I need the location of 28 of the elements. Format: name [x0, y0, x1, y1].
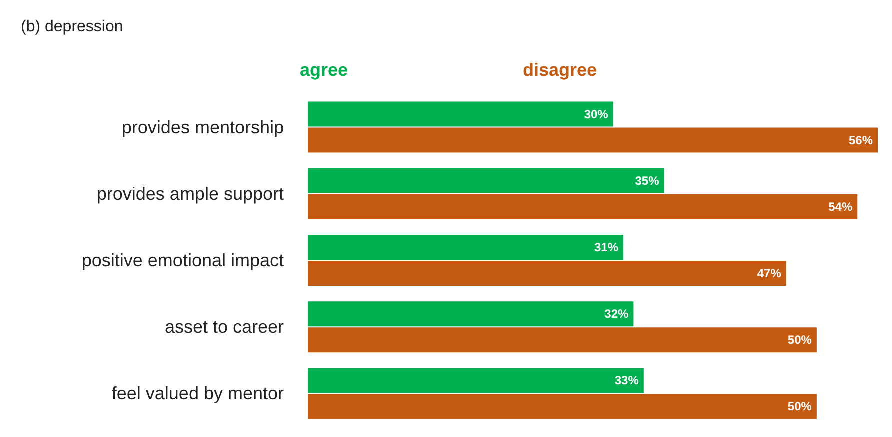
y-tick-label: positive emotional impact	[82, 250, 284, 270]
data-label: 50%	[788, 333, 812, 348]
bar	[308, 235, 624, 260]
bar	[308, 261, 786, 286]
data-label: 33%	[614, 374, 640, 388]
bar	[308, 128, 878, 153]
bar	[308, 394, 817, 420]
bar	[308, 194, 858, 220]
data-label: 35%	[635, 174, 660, 188]
data-label: 32%	[604, 307, 630, 322]
series-label: agree	[300, 60, 348, 80]
bar	[308, 302, 634, 327]
y-tick-label: provides ample support	[96, 184, 284, 204]
data-label: 31%	[594, 240, 619, 254]
bar	[308, 368, 644, 394]
data-label: 54%	[828, 200, 853, 214]
bar	[308, 328, 817, 353]
text: (b) depression	[21, 18, 124, 36]
data-label: 50%	[788, 400, 812, 414]
y-tick-label: asset to career	[164, 317, 284, 338]
y-tick-label: feel valued by mentor	[112, 384, 284, 404]
bar	[308, 168, 664, 194]
data-label: 56%	[848, 133, 874, 148]
text: disagree	[522, 60, 598, 80]
data-label: 30%	[584, 107, 609, 122]
data-label: 47%	[757, 266, 782, 280]
y-tick-label: provides mentorship	[122, 117, 284, 138]
bar	[308, 102, 614, 127]
